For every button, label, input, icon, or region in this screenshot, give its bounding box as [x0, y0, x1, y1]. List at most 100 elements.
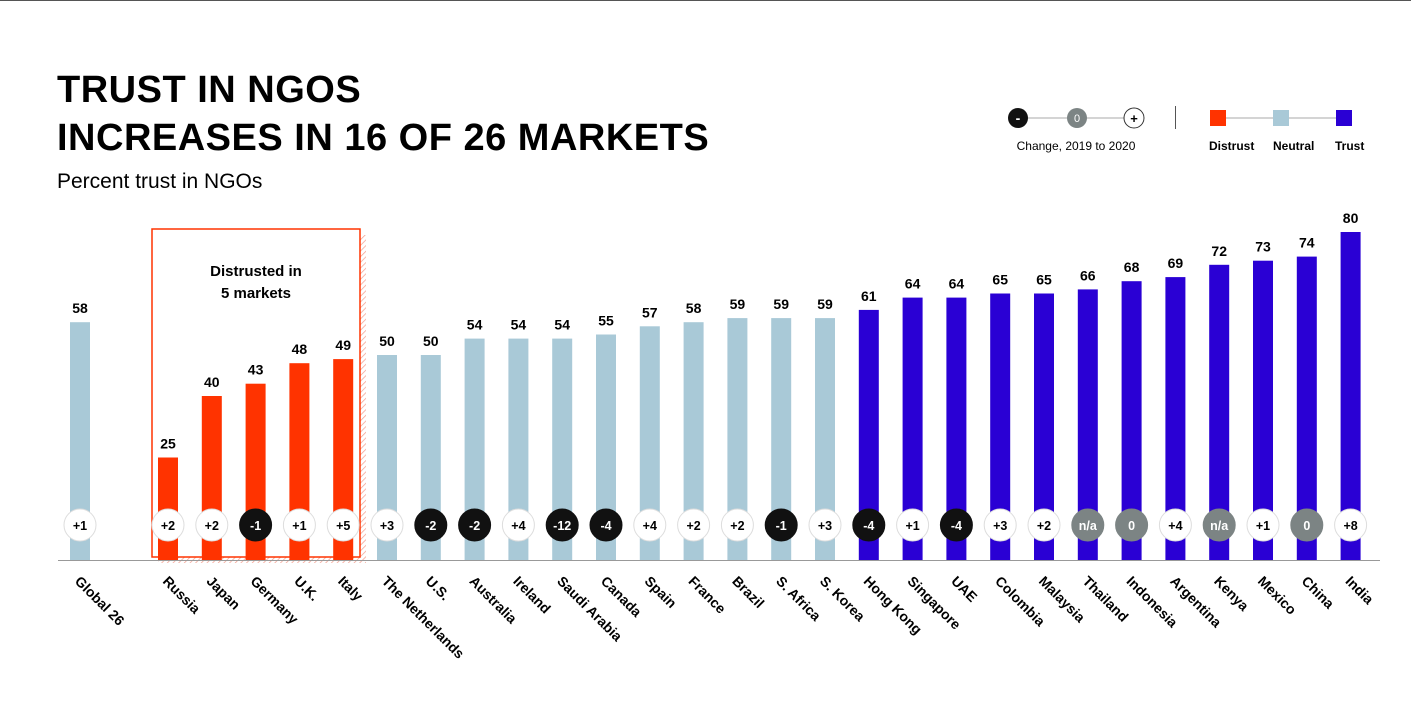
change-marker-ireland	[501, 508, 535, 542]
change-label-australia: -2	[469, 519, 480, 533]
change-label-argentina: +4	[1168, 519, 1182, 533]
bar-u-s	[420, 355, 441, 560]
bar-singapore	[902, 297, 923, 560]
value-label-the-netherlands: 50	[379, 333, 395, 349]
value-label-australia: 54	[467, 317, 483, 333]
category-label-u-s: U.S.	[423, 573, 454, 604]
legend-trust-label: Trust	[1335, 139, 1365, 153]
change-marker-s-africa	[764, 508, 798, 542]
change-label-thailand: n/a	[1079, 519, 1098, 533]
change-marker-japan	[195, 508, 229, 542]
value-label-canada: 55	[598, 313, 614, 329]
category-label-u-k: U.K.	[291, 573, 322, 604]
change-label-indonesia: 0	[1128, 519, 1135, 533]
value-label-japan: 40	[204, 374, 220, 390]
legend-change-label: Change, 2019 to 2020	[1016, 139, 1136, 153]
change-marker-indonesia	[1115, 508, 1149, 542]
value-label-russia: 25	[160, 436, 176, 452]
change-label-brazil: +2	[730, 519, 744, 533]
value-label-italy: 49	[335, 337, 351, 353]
value-label-s-korea: 59	[817, 296, 833, 312]
chart-title-line-2: INCREASES IN 16 OF 26 MARKETS	[57, 117, 710, 159]
highlight-box-label-line-2: 5 markets	[221, 285, 291, 302]
value-label-india: 80	[1343, 210, 1359, 226]
value-label-spain: 57	[642, 304, 658, 320]
value-label-ireland: 54	[511, 317, 527, 333]
bar-kenya	[1209, 264, 1230, 560]
change-label-ireland: +4	[511, 519, 525, 533]
change-marker-hong-kong	[852, 508, 886, 542]
category-label-uae: UAE	[948, 573, 980, 605]
category-label-kenya: Kenya	[1211, 573, 1252, 614]
change-marker-brazil	[720, 508, 754, 542]
value-label-thailand: 66	[1080, 267, 1096, 283]
legend-swatch-trust	[1336, 110, 1352, 126]
change-marker-australia	[458, 508, 492, 542]
change-marker-u-k	[282, 508, 316, 542]
value-label-germany: 43	[248, 362, 264, 378]
value-label-uae: 64	[949, 276, 965, 292]
change-marker-singapore	[896, 508, 930, 542]
value-label-colombia: 65	[992, 272, 1008, 288]
change-marker-global-26	[63, 508, 97, 542]
change-marker-the-netherlands	[370, 508, 404, 542]
category-label-global-26: Global 26	[72, 573, 128, 629]
legend-neutral-label: Neutral	[1273, 139, 1315, 153]
value-label-hong-kong: 61	[861, 288, 877, 304]
change-label-india: +8	[1343, 519, 1357, 533]
bar-ireland	[508, 338, 529, 560]
category-label-india: India	[1342, 573, 1377, 608]
chart-title-line-1: TRUST IN NGOS	[57, 69, 362, 111]
bar-indonesia	[1121, 281, 1142, 560]
change-label-china: 0	[1303, 519, 1310, 533]
category-label-mexico: Mexico	[1255, 573, 1300, 618]
change-label-germany: -1	[250, 519, 261, 533]
highlight-box-label-line-1: Distrusted in	[210, 263, 302, 280]
legend-negative-symbol: -	[1016, 110, 1021, 126]
value-label-singapore: 64	[905, 276, 921, 292]
change-label-mexico: +1	[1256, 519, 1270, 533]
bar-uae	[946, 297, 967, 560]
legend-positive-symbol: +	[1130, 111, 1138, 126]
change-label-the-netherlands: +3	[380, 519, 394, 533]
legend-swatch-distrust	[1210, 110, 1226, 126]
change-label-global-26: +1	[73, 519, 87, 533]
bar-china	[1296, 256, 1317, 560]
value-label-kenya: 72	[1211, 243, 1227, 259]
category-label-china: China	[1299, 573, 1338, 612]
change-marker-kenya	[1202, 508, 1236, 542]
bar-hong-kong	[858, 309, 879, 560]
legend-zero-symbol: 0	[1074, 113, 1080, 125]
change-marker-canada	[589, 508, 623, 542]
category-label-thailand: Thailand	[1080, 573, 1132, 625]
category-label-japan: Japan	[204, 573, 244, 613]
change-marker-china	[1290, 508, 1324, 542]
change-label-france: +2	[686, 519, 700, 533]
category-label-italy: Italy	[335, 573, 366, 604]
category-label-s-africa: S. Africa	[773, 573, 824, 624]
value-label-argentina: 69	[1168, 255, 1184, 271]
value-label-saudi-arabia: 54	[554, 317, 570, 333]
legend-positive-marker	[1123, 107, 1145, 129]
legend-zero-marker	[1067, 108, 1087, 128]
change-label-colombia: +3	[993, 519, 1007, 533]
change-label-malaysia: +2	[1037, 519, 1051, 533]
category-label-s-korea: S. Korea	[817, 573, 869, 625]
category-label-the-netherlands: The Netherlands	[379, 573, 468, 662]
legend-separator	[1175, 106, 1176, 129]
bar-spain	[639, 326, 660, 560]
bar-mexico	[1253, 260, 1273, 560]
change-marker-mexico	[1246, 508, 1280, 542]
bar-s-korea	[815, 318, 835, 560]
value-label-global-26: 58	[72, 300, 88, 316]
category-label-russia: Russia	[160, 573, 204, 617]
change-label-hong-kong: -4	[863, 519, 874, 533]
bar-argentina	[1165, 277, 1186, 560]
category-label-ireland: Ireland	[510, 573, 554, 617]
change-marker-colombia	[983, 508, 1017, 542]
change-label-singapore: +1	[905, 519, 919, 533]
change-label-italy: +5	[336, 519, 350, 533]
legend-swatch-neutral	[1273, 110, 1289, 126]
change-marker-russia	[151, 508, 185, 542]
